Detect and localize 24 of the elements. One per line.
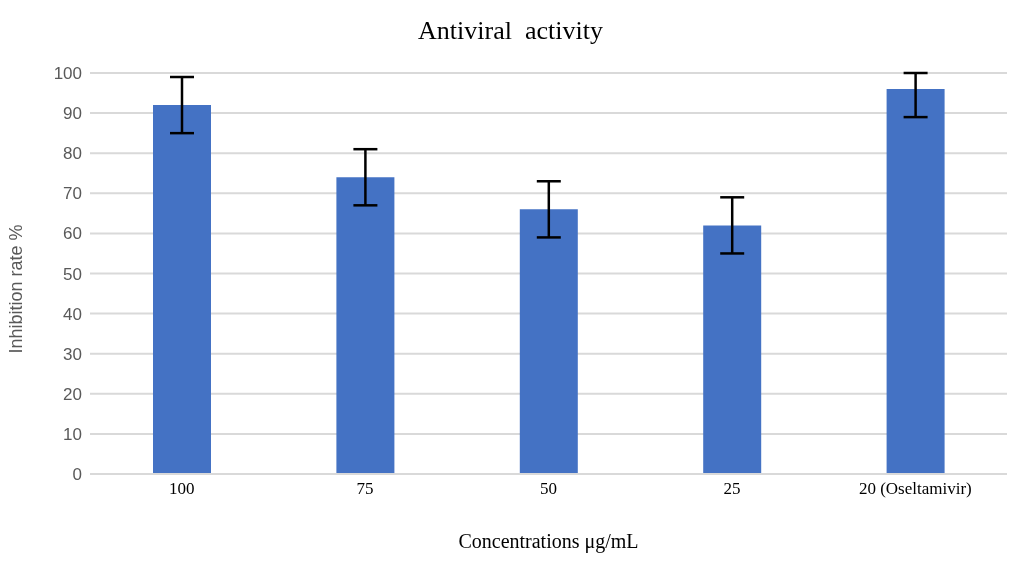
- x-tick-label: 50: [540, 479, 557, 499]
- y-tick-label: 30: [63, 344, 82, 364]
- bar: [703, 225, 762, 474]
- x-tick-label: 20 (Oseltamivir): [858, 479, 972, 499]
- y-tick-label: 0: [72, 465, 82, 485]
- y-tick-label: 60: [63, 224, 82, 244]
- y-tick-label: 50: [63, 264, 82, 284]
- chart-title: Antiviral activity: [417, 16, 604, 46]
- y-axis-title: Inhibition rate %: [6, 224, 27, 354]
- y-tick-label: 90: [63, 104, 82, 124]
- y-tick-label: 10: [63, 424, 82, 444]
- y-tick-label: 40: [63, 304, 82, 324]
- x-tick-label: 25: [723, 479, 741, 499]
- bar: [153, 105, 211, 474]
- bar: [519, 209, 578, 474]
- x-tick-label: 100: [168, 479, 195, 499]
- y-tick-label: 100: [53, 64, 82, 84]
- y-tick-label: 80: [63, 144, 82, 164]
- bar: [886, 89, 945, 474]
- y-tick-label: 20: [63, 384, 82, 404]
- y-tick-label: 70: [63, 184, 82, 204]
- bar: [336, 177, 395, 474]
- x-tick-label: 75: [356, 479, 374, 499]
- x-axis-title: Concentrations μg/mL: [458, 530, 639, 553]
